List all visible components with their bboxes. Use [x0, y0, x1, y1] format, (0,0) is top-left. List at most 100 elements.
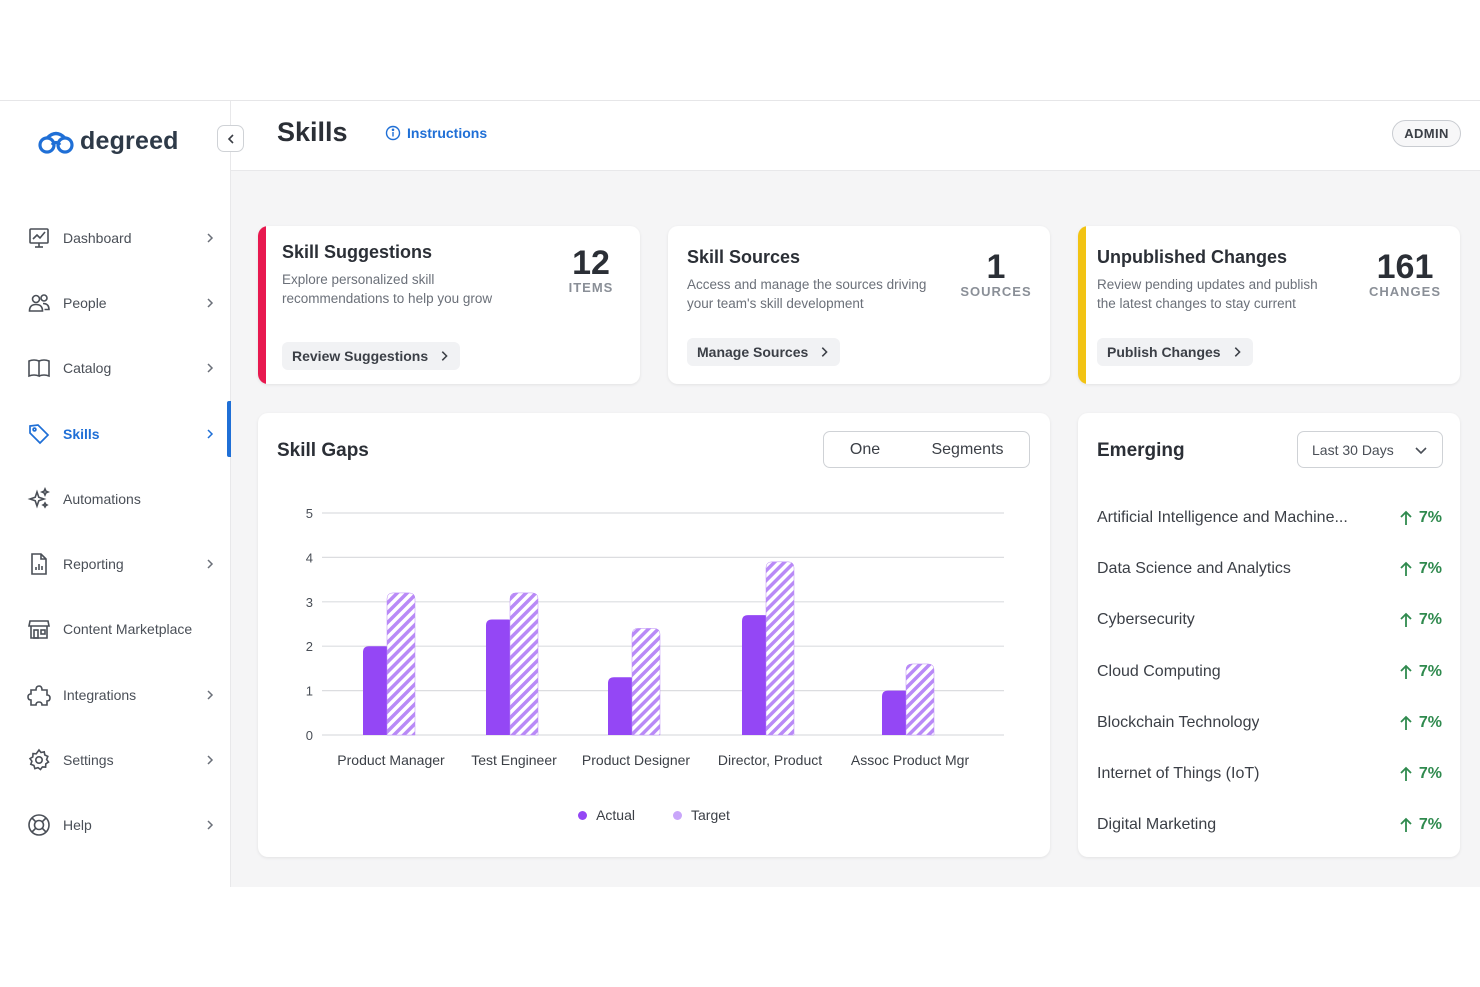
manage-sources-button[interactable]: Manage Sources [687, 338, 841, 366]
card-title: Skill Suggestions [282, 242, 433, 262]
skill-sources-card: Skill Sources Access and manage the sour… [668, 226, 1050, 384]
list-item[interactable]: Cybersecurity 7% [1097, 595, 1442, 646]
chevron-right-icon [207, 755, 214, 765]
sparkle-icon [26, 486, 52, 512]
sidebar-item-content-marketplace[interactable]: Content Marketplace [0, 597, 231, 662]
legend-item-target[interactable]: Target [673, 807, 730, 823]
card-description-line: Explore personalized skill [282, 272, 435, 287]
card-count: 1 [986, 248, 1006, 286]
publish-changes-button[interactable]: Publish Changes [1097, 338, 1253, 366]
arrow-up-icon [1400, 561, 1412, 576]
change-value: 7% [1399, 816, 1442, 834]
chevron-right-icon [1234, 347, 1241, 357]
skill-name: Internet of Things (IoT) [1097, 765, 1260, 783]
view-toggle: One Segments [823, 431, 1030, 468]
sidebar-item-dashboard[interactable]: Dashboard [0, 205, 231, 270]
chevron-down-icon [1415, 446, 1427, 454]
instructions-link[interactable]: Instructions [385, 125, 487, 141]
skill-gaps-chart: 0 1 2 3 4 5 Product Manager Test Engineer Produc… [306, 506, 1004, 768]
logo-text: degreed [80, 127, 179, 155]
sidebar-item-automations[interactable]: Automations [0, 466, 231, 531]
card-accent [258, 226, 266, 384]
toggle-option-one[interactable]: One [849, 440, 881, 458]
chevron-right-icon [207, 233, 214, 243]
list-item[interactable]: Artificial Intelligence and Machine... 7% [1097, 492, 1442, 543]
app-shell: degreed Dashboard People [0, 100, 1480, 887]
chart-legend: Actual Target [258, 807, 1050, 823]
y-tick-label: 1 [306, 684, 313, 699]
list-item[interactable]: Digital Marketing 7% [1097, 800, 1442, 851]
list-item[interactable]: Internet of Things (IoT) 7% [1097, 748, 1442, 799]
change-percent: 7% [1418, 508, 1442, 526]
bar-target [386, 592, 416, 736]
sidebar-item-help[interactable]: Help [0, 793, 231, 858]
legend-label: Target [691, 807, 730, 823]
bar-actual [363, 646, 391, 735]
legend-dot-actual [578, 810, 588, 820]
list-item[interactable]: Data Science and Analytics 7% [1097, 543, 1442, 594]
change-value: 7% [1399, 663, 1442, 681]
sidebar-item-label: People [63, 294, 107, 311]
skill-name: Digital Marketing [1097, 816, 1217, 834]
sidebar-item-label: Reporting [63, 556, 124, 573]
section-title: Emerging [1097, 440, 1185, 461]
date-range-select[interactable]: Last 30 Days [1297, 431, 1443, 468]
bar-target [905, 663, 935, 736]
list-item[interactable]: Cloud Computing 7% [1097, 646, 1442, 697]
sidebar-item-label: Settings [63, 752, 114, 769]
store-icon [26, 616, 52, 642]
admin-badge[interactable]: ADMIN [1392, 120, 1461, 147]
card-unit: ITEMS [568, 280, 614, 295]
puzzle-icon [26, 682, 52, 708]
bar-actual [882, 690, 910, 735]
x-tick-label: Product Designer [582, 752, 691, 768]
sidebar-item-reporting[interactable]: Reporting [0, 531, 231, 596]
legend-item-actual[interactable]: Actual [578, 807, 635, 823]
section-title: Skill Gaps [277, 440, 369, 461]
instructions-label: Instructions [407, 125, 488, 141]
x-tick-label: Assoc Product Mgr [851, 752, 970, 768]
bar-target [765, 561, 795, 736]
sidebar-item-catalog[interactable]: Catalog [0, 336, 231, 401]
sidebar-item-label: Help [63, 817, 92, 834]
sidebar-item-label: Content Marketplace [63, 621, 193, 638]
date-range-value: Last 30 Days [1312, 441, 1394, 458]
card-title: Unpublished Changes [1097, 247, 1288, 267]
sidebar-item-skills[interactable]: Skills [0, 400, 231, 466]
chevron-right-icon [207, 559, 214, 569]
sidebar-item-label: Automations [63, 490, 141, 507]
sidebar-nav: Dashboard People Catalog [0, 205, 231, 858]
chevron-right-icon [207, 298, 214, 308]
emerging-card: Emerging Last 30 Days Artificial Intelli… [1078, 413, 1460, 857]
chevron-right-icon [207, 429, 214, 439]
card-count: 161 [1376, 248, 1434, 286]
skill-name: Cloud Computing [1097, 662, 1221, 680]
change-value: 7% [1399, 509, 1442, 527]
chevron-right-icon [207, 363, 214, 373]
dashboard-icon [26, 225, 52, 251]
chevron-right-icon [207, 690, 214, 700]
change-value: 7% [1399, 714, 1442, 732]
x-tick-label: Director, Product [718, 752, 822, 768]
sidebar-item-integrations[interactable]: Integrations [0, 662, 231, 727]
people-icon [26, 290, 52, 316]
toggle-option-segments[interactable]: Segments [931, 440, 1004, 458]
card-description: Explore personalized skill recommendatio… [282, 270, 492, 308]
card-description-line: your team's skill development [687, 296, 864, 311]
arrow-up-icon [1400, 766, 1412, 782]
list-item[interactable]: Blockchain Technology 7% [1097, 697, 1442, 748]
chevron-right-icon [822, 347, 828, 357]
skill-name: Data Science and Analytics [1097, 559, 1291, 577]
legend-label: Actual [596, 807, 635, 823]
button-label: Publish Changes [1107, 344, 1221, 360]
card-description-line: Review pending updates and publish [1097, 277, 1318, 292]
change-percent: 7% [1418, 611, 1442, 629]
change-percent: 7% [1418, 713, 1442, 731]
logo[interactable]: degreed [38, 127, 179, 156]
review-suggestions-button[interactable]: Review Suggestions [282, 342, 461, 370]
sidebar-item-people[interactable]: People [0, 270, 231, 335]
gear-icon [26, 747, 52, 773]
collapse-sidebar-button[interactable] [217, 125, 244, 152]
arrow-up-icon [1400, 612, 1412, 628]
sidebar-item-settings[interactable]: Settings [0, 727, 231, 792]
